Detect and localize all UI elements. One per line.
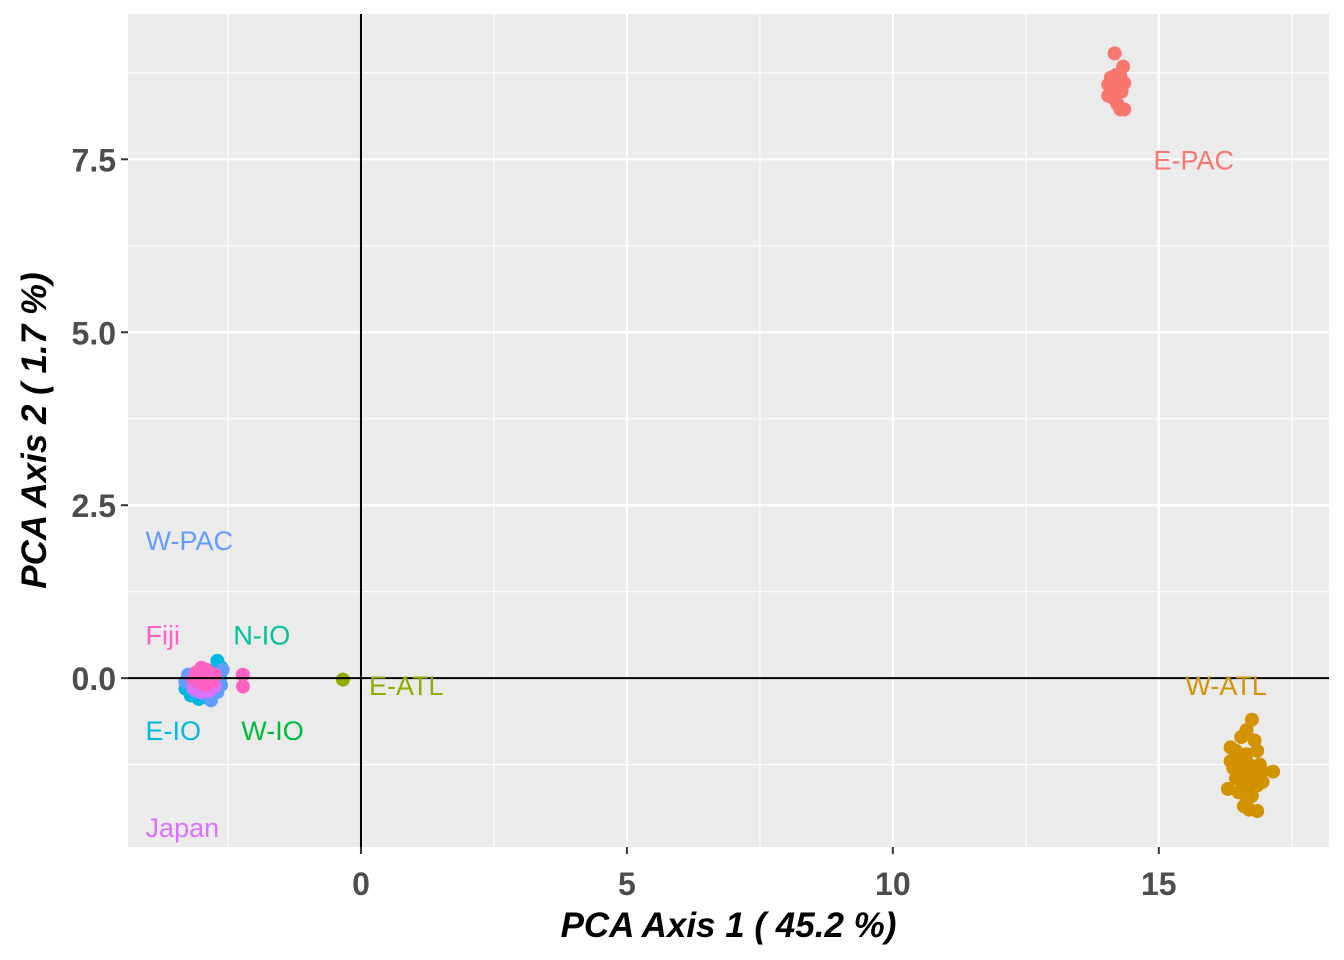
data-point xyxy=(1255,774,1270,789)
data-point xyxy=(1228,743,1243,758)
data-point xyxy=(1236,799,1251,814)
x-axis-title: PCA Axis 1 ( 45.2 %) xyxy=(561,906,897,945)
y-tick-label: 5.0 xyxy=(72,315,116,351)
data-point xyxy=(1266,764,1281,779)
data-point xyxy=(1220,781,1235,796)
data-point xyxy=(1255,764,1270,779)
label-e-atl: E-ATL xyxy=(369,671,444,701)
y-tick-label: 7.5 xyxy=(72,142,116,178)
data-point xyxy=(335,672,350,687)
data-point xyxy=(1244,712,1259,727)
label-n-io: N-IO xyxy=(233,621,290,651)
plot-panel xyxy=(128,14,1329,847)
data-point xyxy=(1250,743,1265,758)
series-e-pac xyxy=(1101,46,1132,117)
data-point xyxy=(1231,785,1246,800)
data-point xyxy=(1226,761,1241,776)
y-tick-label: 2.5 xyxy=(72,488,116,524)
x-tick-label: 0 xyxy=(352,866,370,902)
x-tick-label: 10 xyxy=(875,866,911,902)
minor-gridlines xyxy=(128,14,1329,847)
label-w-io: W-IO xyxy=(241,716,304,746)
series-e-atl xyxy=(335,672,350,687)
y-tick-label: 0.0 xyxy=(72,661,116,697)
data-point xyxy=(205,674,220,689)
data-point xyxy=(1244,761,1259,776)
label-e-io: E-IO xyxy=(146,716,202,746)
y-axis: 0.0 2.5 5.0 7.5 xyxy=(72,142,128,697)
x-tick-label: 5 xyxy=(618,866,636,902)
y-axis-title: PCA Axis 2 ( 1.7 %) xyxy=(15,272,54,588)
data-point xyxy=(1234,729,1249,744)
x-tick-label: 15 xyxy=(1141,866,1177,902)
label-w-atl: W-ATL xyxy=(1185,671,1267,701)
series-w-atl xyxy=(1220,712,1281,819)
x-axis: 0 5 10 15 xyxy=(352,847,1177,902)
label-e-pac: E-PAC xyxy=(1153,145,1234,175)
group-labels: E-PAC W-ATL E-ATL W-IO N-IO E-IO W-PAC Japan Fij… xyxy=(146,145,1267,843)
reference-lines xyxy=(128,14,1329,847)
data-point xyxy=(235,679,250,694)
data-point xyxy=(1250,804,1265,819)
label-w-pac: W-PAC xyxy=(146,526,234,556)
label-fiji: Fiji xyxy=(146,621,181,651)
data-point xyxy=(1117,102,1132,117)
label-japan: Japan xyxy=(146,813,220,843)
data-point xyxy=(1108,81,1123,96)
data-point xyxy=(1107,46,1122,61)
